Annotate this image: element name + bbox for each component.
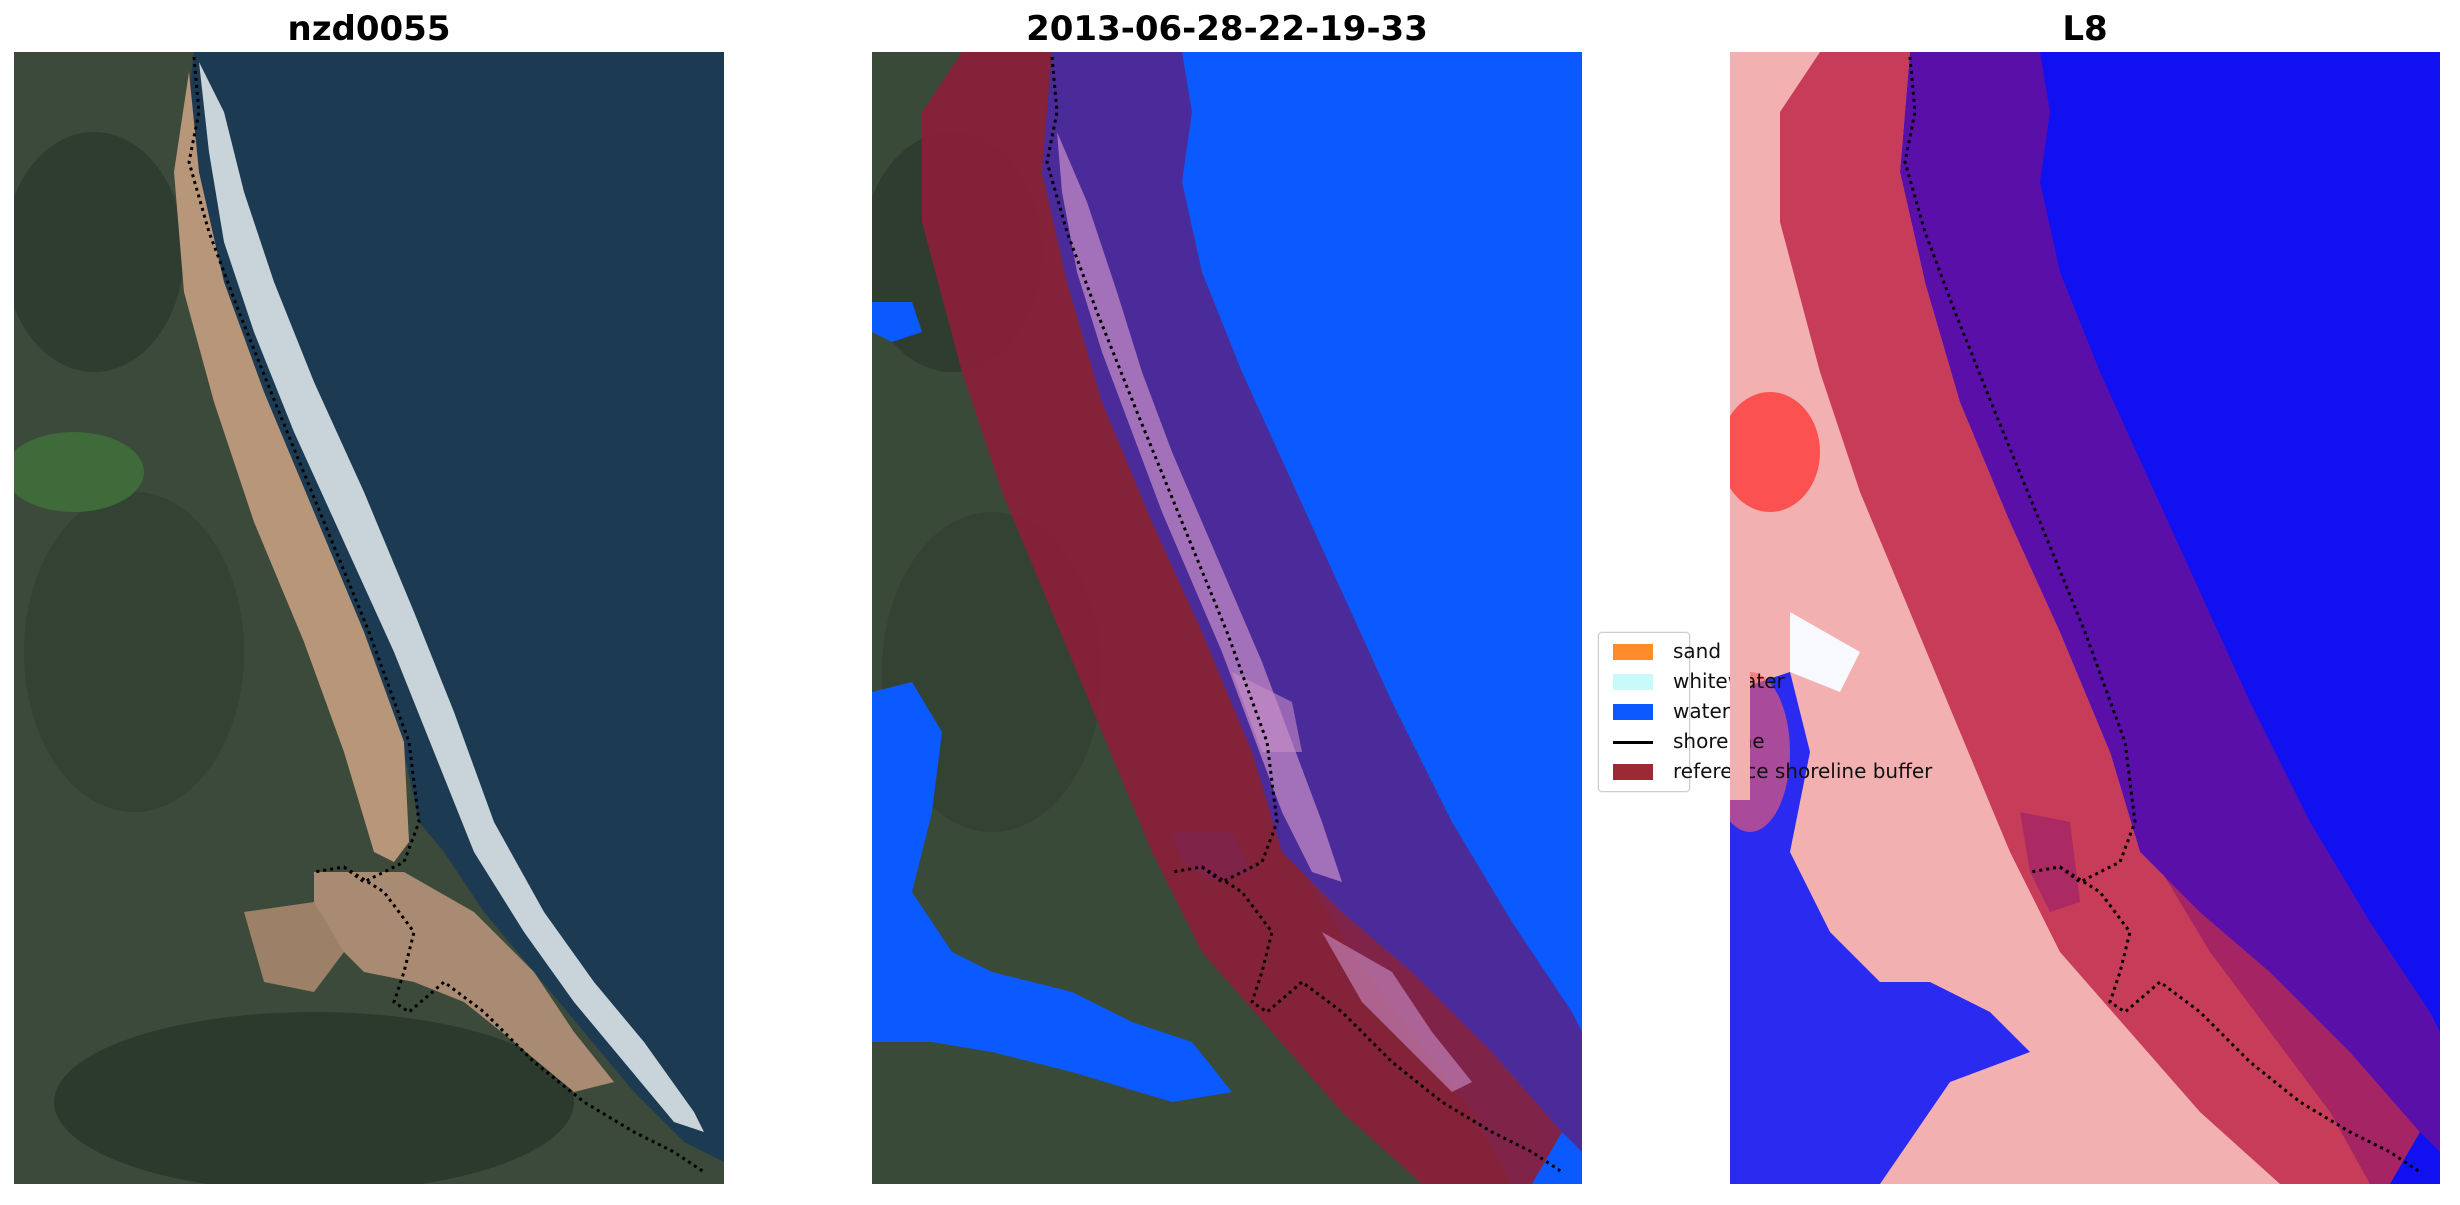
panel-title-index: L8 xyxy=(2062,9,2108,49)
panel-overlap-edge xyxy=(1730,620,1750,800)
legend-item-water: water xyxy=(1607,697,1747,725)
sand-swatch xyxy=(1613,644,1653,660)
legend-item-whitewater: whitewater xyxy=(1607,667,1785,695)
whitewater-swatch xyxy=(1613,674,1653,690)
legend-item-sand: sand xyxy=(1607,637,1747,665)
legend-item-shoreline: shoreline xyxy=(1607,727,1765,755)
legend-label-whitewater: whitewater xyxy=(1673,669,1785,693)
legend-label-water: water xyxy=(1673,699,1730,723)
panel-title-image-id: nzd0055 xyxy=(287,9,451,49)
class-legend: sand whitewater water shoreline referenc… xyxy=(1598,632,1932,792)
panel-title-timestamp: 2013-06-28-22-19-33 xyxy=(1026,9,1428,49)
water-swatch xyxy=(1613,704,1653,720)
legend-item-reference-buffer: reference shoreline buffer xyxy=(1607,757,1932,785)
index-image xyxy=(1730,52,2440,1184)
legend-label-reference-buffer: reference shoreline buffer xyxy=(1673,759,1933,783)
classified-image xyxy=(872,52,1582,1184)
reference-buffer-swatch xyxy=(1613,764,1653,780)
shoreline-line-swatch xyxy=(1613,741,1653,744)
rgb-satellite-image xyxy=(14,52,724,1184)
legend-label-sand: sand xyxy=(1673,639,1722,663)
legend-label-shoreline: shoreline xyxy=(1673,729,1765,753)
